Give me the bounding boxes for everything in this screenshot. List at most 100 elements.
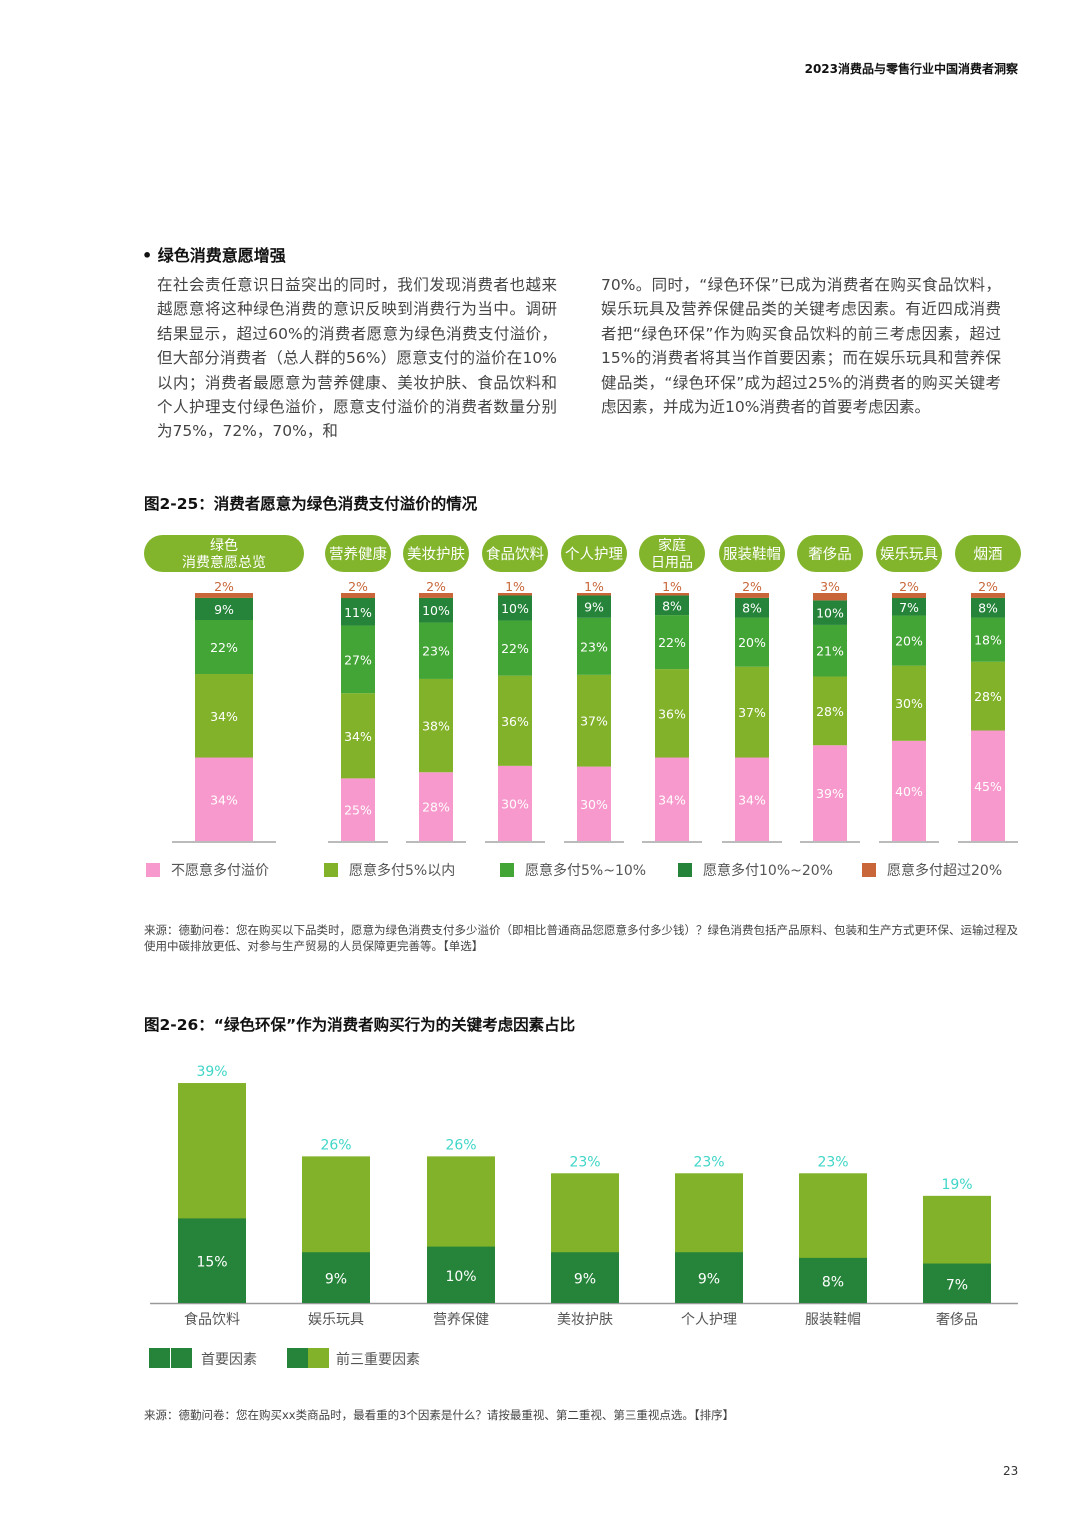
data-label: 18% [974, 633, 1002, 648]
bar-segment [655, 593, 689, 596]
data-label: 2% [348, 579, 368, 594]
data-label: 8% [978, 601, 998, 616]
bar-segment [892, 615, 926, 666]
bar-segment [341, 598, 375, 626]
data-label: 23% [422, 644, 450, 659]
total-label: 39% [196, 1064, 227, 1080]
data-label: 30% [895, 696, 923, 711]
data-label: 2% [426, 579, 446, 594]
legend-swatch [149, 1348, 170, 1368]
data-label: 20% [895, 634, 923, 649]
data-label: 37% [738, 705, 766, 720]
legend-swatch [500, 863, 514, 877]
category-label: 消费意愿总览 [182, 554, 266, 571]
legend-swatch [324, 863, 338, 877]
category-pill [482, 535, 548, 572]
data-label: 36% [501, 714, 529, 729]
category-label: 奢侈品 [936, 1312, 978, 1328]
bar-segment [498, 595, 532, 621]
data-label: 34% [210, 709, 238, 724]
data-label: 30% [501, 796, 529, 811]
data-label: 30% [580, 797, 608, 812]
primary-label: 7% [946, 1277, 968, 1293]
bar-segment [735, 617, 769, 667]
bar-segment [341, 693, 375, 779]
category-label: 绿色 [210, 537, 238, 554]
category-label: 营养保健 [433, 1312, 489, 1328]
data-label: 39% [816, 786, 844, 801]
bar-primary [675, 1252, 743, 1303]
bar-segment [577, 595, 611, 618]
bar-segment [341, 778, 375, 841]
data-label: 2% [742, 579, 762, 594]
category-pill [403, 535, 469, 572]
bar-segment [813, 593, 847, 601]
legend-label: 愿意多付10%~20% [703, 862, 833, 879]
section-title: • 绿色消费意愿增强 [142, 246, 286, 265]
bar-segment [577, 593, 611, 596]
total-label: 19% [941, 1177, 972, 1193]
category-label: 食品饮料 [486, 546, 544, 563]
bar-segment [498, 620, 532, 676]
bar-segment [419, 593, 453, 598]
data-label: 28% [422, 800, 450, 815]
data-label: 9% [214, 602, 234, 617]
data-label: 7% [899, 600, 919, 615]
page-number: 23 [1003, 1464, 1019, 1478]
bar-segment [813, 676, 847, 746]
bar-segment [813, 624, 847, 677]
data-label: 1% [662, 579, 682, 594]
data-label: 28% [974, 689, 1002, 704]
category-label: 服装鞋帽 [723, 546, 781, 563]
category-pill [719, 535, 785, 572]
category-label: 日用品 [651, 555, 693, 571]
bar-segment [892, 593, 926, 599]
bar-segment [971, 661, 1005, 731]
bar-segment [735, 597, 769, 618]
legend-swatch [146, 863, 160, 877]
chart-key-factor: 39% 15% 食品饮料 26% 9% 娱乐玩具 26% 10% 营养保健 23% 9% 美妆护肤 23… [149, 1064, 1018, 1368]
bar-segment [341, 593, 375, 599]
data-label: 40% [895, 784, 923, 799]
category-label: 娱乐玩具 [308, 1312, 364, 1328]
category-pill [561, 535, 627, 572]
bar-segment [195, 674, 253, 758]
category-pill [325, 535, 391, 572]
data-label: 10% [501, 601, 529, 616]
bar-primary [551, 1252, 619, 1303]
category-label: 家庭 [658, 537, 686, 554]
category-label: 个人护理 [565, 546, 623, 563]
category-pill [876, 535, 942, 572]
paragraph-right: 70%。同时，“绿色环保”已成为消费者在购买食品饮料，娱乐玩具及营养保健品类的关… [601, 276, 1001, 417]
data-label: 38% [422, 719, 450, 734]
bar-segment [341, 625, 375, 694]
data-label: 28% [816, 704, 844, 719]
data-label: 2% [899, 579, 919, 594]
figure1-source: 来源：德勤问卷：您在购买以下品类时，愿意为绿色消费支付多少溢价（即相比普通商品您… [144, 923, 1018, 953]
running-header: 2023消费品与零售行业中国消费者洞察 [804, 62, 1018, 76]
total-label: 26% [320, 1137, 351, 1153]
bar-segment [419, 622, 453, 679]
bar-primary [178, 1218, 246, 1303]
figure2-title: 图2-26：“绿色环保”作为消费者购买行为的关键考虑因素占比 [144, 1016, 576, 1034]
legend-label: 愿意多付5%~10% [525, 862, 646, 879]
legend-swatch [308, 1348, 329, 1368]
data-label: 34% [344, 729, 372, 744]
data-label: 34% [210, 792, 238, 807]
data-label: 22% [658, 635, 686, 650]
legend-label: 愿意多付超过20% [887, 862, 1002, 879]
bar-segment [735, 666, 769, 758]
category-pill [797, 535, 863, 572]
data-label: 36% [658, 706, 686, 721]
bar-segment [498, 765, 532, 841]
bar-segment [892, 740, 926, 841]
legend-swatch [862, 863, 876, 877]
data-label: 37% [580, 714, 608, 729]
paragraph-left: 在社会责任意识日益突出的同时，我们发现消费者也越来越愿意将这种绿色消费的意识反映… [157, 276, 557, 441]
category-label: 营养健康 [329, 546, 387, 563]
total-label: 23% [569, 1154, 600, 1170]
bar-segment [577, 766, 611, 841]
category-label: 娱乐玩具 [880, 546, 938, 563]
data-label: 25% [344, 803, 372, 818]
